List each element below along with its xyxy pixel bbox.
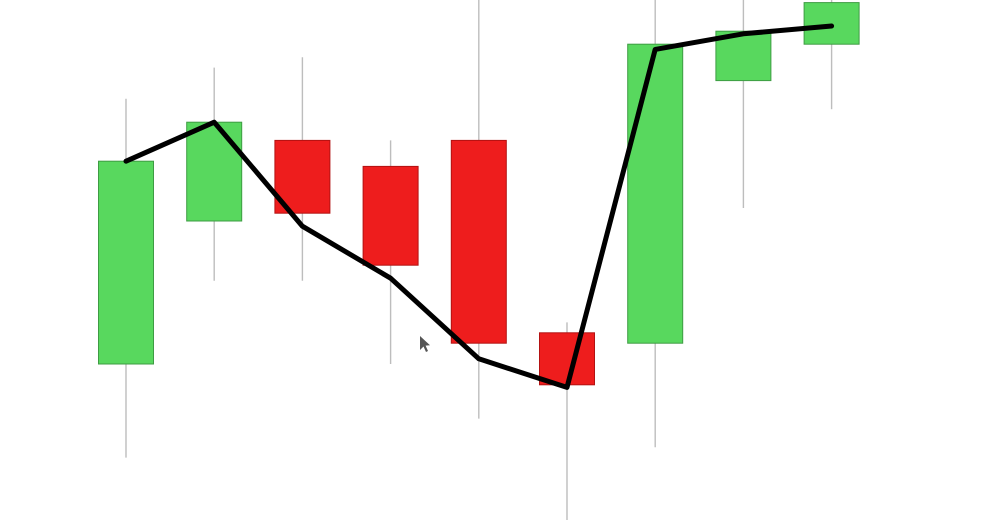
bearish-candle-body-6 — [539, 332, 595, 386]
bullish-candle-body-2 — [186, 121, 243, 222]
close-price-line — [123, 23, 835, 390]
mouse-cursor-icon — [420, 336, 430, 352]
bullish-candle-body-1 — [98, 160, 154, 365]
bearish-candle-body-3 — [274, 139, 331, 214]
bearish-candle-body-4 — [362, 165, 419, 266]
candle-bodies — [98, 2, 860, 386]
bearish-candle-body-5 — [450, 139, 507, 344]
bullish-candle-body-7 — [627, 43, 684, 344]
bullish-candle-body-9 — [803, 2, 860, 45]
